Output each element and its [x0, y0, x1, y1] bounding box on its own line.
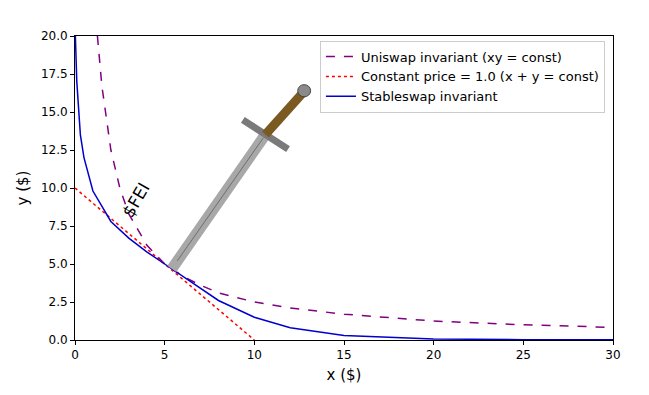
svg-text:10.0: 10.0 [41, 181, 68, 195]
svg-text:5: 5 [161, 348, 169, 362]
svg-text:y ($): y ($) [14, 171, 32, 206]
svg-text:15.0: 15.0 [41, 105, 68, 119]
svg-text:7.5: 7.5 [49, 219, 68, 233]
svg-text:Uniswap invariant (xy = const): Uniswap invariant (xy = const) [361, 50, 562, 65]
svg-text:Constant price = 1.0 (x + y =: Constant price = 1.0 (x + y = const) [361, 69, 599, 84]
svg-text:20: 20 [426, 348, 441, 362]
svg-text:20.0: 20.0 [41, 29, 68, 43]
svg-text:15: 15 [336, 348, 351, 362]
svg-text:0: 0 [71, 348, 79, 362]
svg-text:12.5: 12.5 [41, 143, 68, 157]
svg-text:17.5: 17.5 [41, 67, 68, 81]
svg-text:$FEI: $FEI [118, 179, 154, 220]
svg-text:30: 30 [605, 348, 620, 362]
svg-text:10: 10 [247, 348, 262, 362]
svg-text:0.0: 0.0 [49, 333, 68, 347]
svg-text:2.5: 2.5 [49, 295, 68, 309]
svg-text:x ($): x ($) [327, 366, 362, 384]
svg-text:Stableswap invariant: Stableswap invariant [361, 89, 498, 104]
svg-text:25: 25 [516, 348, 531, 362]
svg-text:5.0: 5.0 [49, 257, 68, 271]
